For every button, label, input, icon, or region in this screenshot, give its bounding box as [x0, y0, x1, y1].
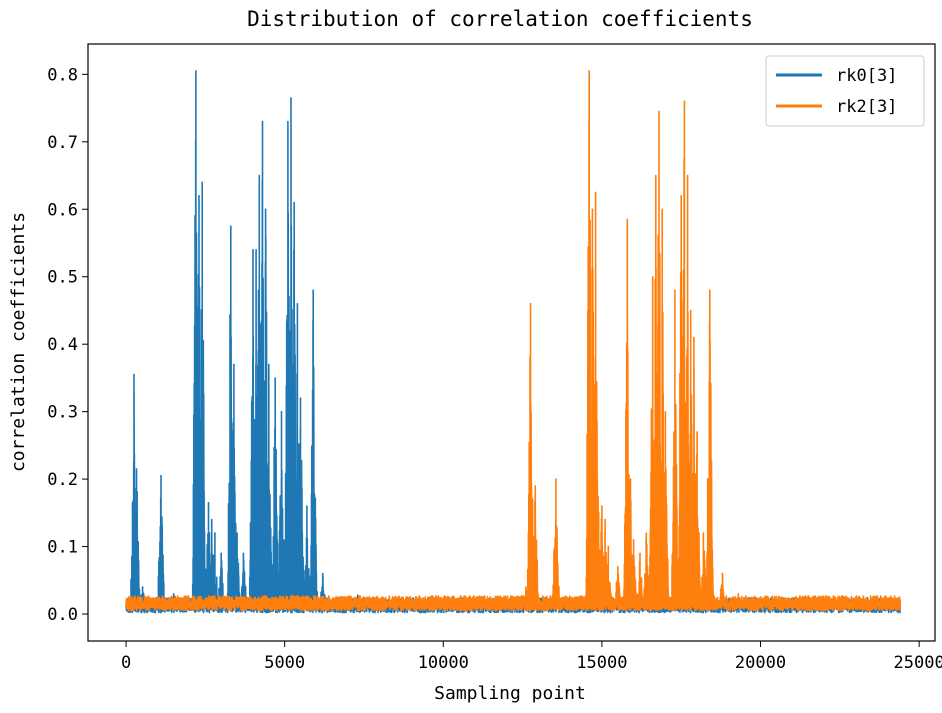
- plot-area: [125, 70, 901, 614]
- data-point: [683, 100, 686, 103]
- data-point: [674, 289, 676, 292]
- x-tick-label: 0: [121, 653, 131, 673]
- data-point: [315, 572, 318, 575]
- data-point: [261, 120, 264, 123]
- data-point: [645, 532, 648, 534]
- legend: rk0[3] rk2[3]: [765, 55, 925, 127]
- data-point: [201, 181, 204, 184]
- y-tick-label: 0.2: [47, 470, 78, 490]
- x-tick-label: 10000: [418, 653, 469, 673]
- data-point: [268, 363, 270, 366]
- data-point: [229, 225, 232, 227]
- y-tick-label: 0.0: [47, 605, 78, 625]
- data-point: [274, 377, 276, 379]
- data-point: [233, 363, 235, 366]
- x-tick-label: 25000: [894, 653, 942, 673]
- data-point: [220, 552, 223, 555]
- data-point: [290, 97, 292, 99]
- data-point: [133, 373, 135, 376]
- data-point: [293, 201, 295, 204]
- y-tick-label: 0.5: [47, 268, 78, 288]
- data-point: [287, 120, 289, 123]
- data-point: [264, 208, 267, 211]
- data-point: [651, 275, 654, 278]
- data-point: [721, 572, 724, 575]
- data-point: [321, 572, 324, 575]
- data-point: [555, 478, 557, 480]
- data-point: [534, 485, 537, 487]
- data-point: [299, 397, 302, 399]
- data-point: [306, 505, 308, 507]
- data-point: [708, 289, 711, 292]
- x-axis: 0 5000 10000 15000 20000 25000: [121, 641, 942, 673]
- y-tick-label: 0.3: [47, 403, 78, 423]
- data-point: [594, 191, 597, 194]
- x-tick-label: 5000: [264, 653, 305, 673]
- data-point: [135, 468, 138, 470]
- data-point: [737, 592, 740, 595]
- data-point: [607, 545, 610, 548]
- data-point: [680, 194, 683, 197]
- x-axis-label: Sampling point: [434, 683, 586, 704]
- y-tick-label: 0.8: [47, 65, 78, 85]
- y-tick-label: 0.6: [47, 200, 78, 220]
- data-point: [524, 586, 527, 588]
- data-point: [207, 501, 210, 504]
- data-point: [689, 309, 692, 312]
- data-point: [591, 208, 594, 211]
- data-point: [141, 586, 144, 588]
- data-point: [296, 302, 299, 305]
- data-point: [696, 431, 698, 433]
- x-tick-label: 20000: [735, 653, 786, 673]
- data-point: [255, 248, 257, 251]
- data-point: [252, 248, 254, 251]
- data-point: [658, 110, 660, 113]
- legend-label-rk0: rk0[3]: [836, 66, 897, 86]
- data-point: [639, 552, 641, 555]
- y-tick-label: 0.4: [47, 335, 78, 355]
- y-axis: 0.0 0.1 0.2 0.3 0.4 0.5 0.6 0.7 0.8: [47, 65, 88, 625]
- data-point: [258, 174, 261, 177]
- series-line-rk23: [125, 71, 901, 612]
- data-point: [172, 592, 175, 595]
- data-point: [616, 565, 619, 568]
- data-point: [661, 208, 663, 211]
- y-tick-label: 0.7: [47, 133, 78, 153]
- legend-label-rk2: rk2[3]: [836, 97, 897, 117]
- data-point: [214, 532, 216, 534]
- data-point: [210, 518, 213, 521]
- data-point: [601, 505, 603, 507]
- data-point: [160, 474, 162, 477]
- data-point: [588, 70, 591, 72]
- data-point: [702, 532, 705, 534]
- data-point: [629, 478, 632, 480]
- data-point: [242, 552, 245, 555]
- data-point: [604, 518, 606, 521]
- data-point: [312, 289, 315, 292]
- data-point: [686, 174, 689, 177]
- data-point: [655, 174, 657, 177]
- data-point: [195, 70, 197, 72]
- y-axis-label: correlation coefficients: [8, 212, 29, 472]
- data-point: [664, 410, 667, 413]
- data-point: [280, 410, 283, 413]
- axes-frame: [87, 43, 936, 642]
- data-point: [236, 532, 238, 534]
- y-tick-label: 0.1: [47, 538, 78, 558]
- data-point: [597, 512, 600, 514]
- data-point: [693, 336, 695, 339]
- data-point: [198, 194, 200, 197]
- data-point: [626, 218, 629, 221]
- data-point: [632, 539, 635, 541]
- x-tick-label: 15000: [576, 653, 627, 673]
- data-point: [529, 302, 532, 305]
- chart-title: Distribution of correlation coefficients: [247, 7, 753, 31]
